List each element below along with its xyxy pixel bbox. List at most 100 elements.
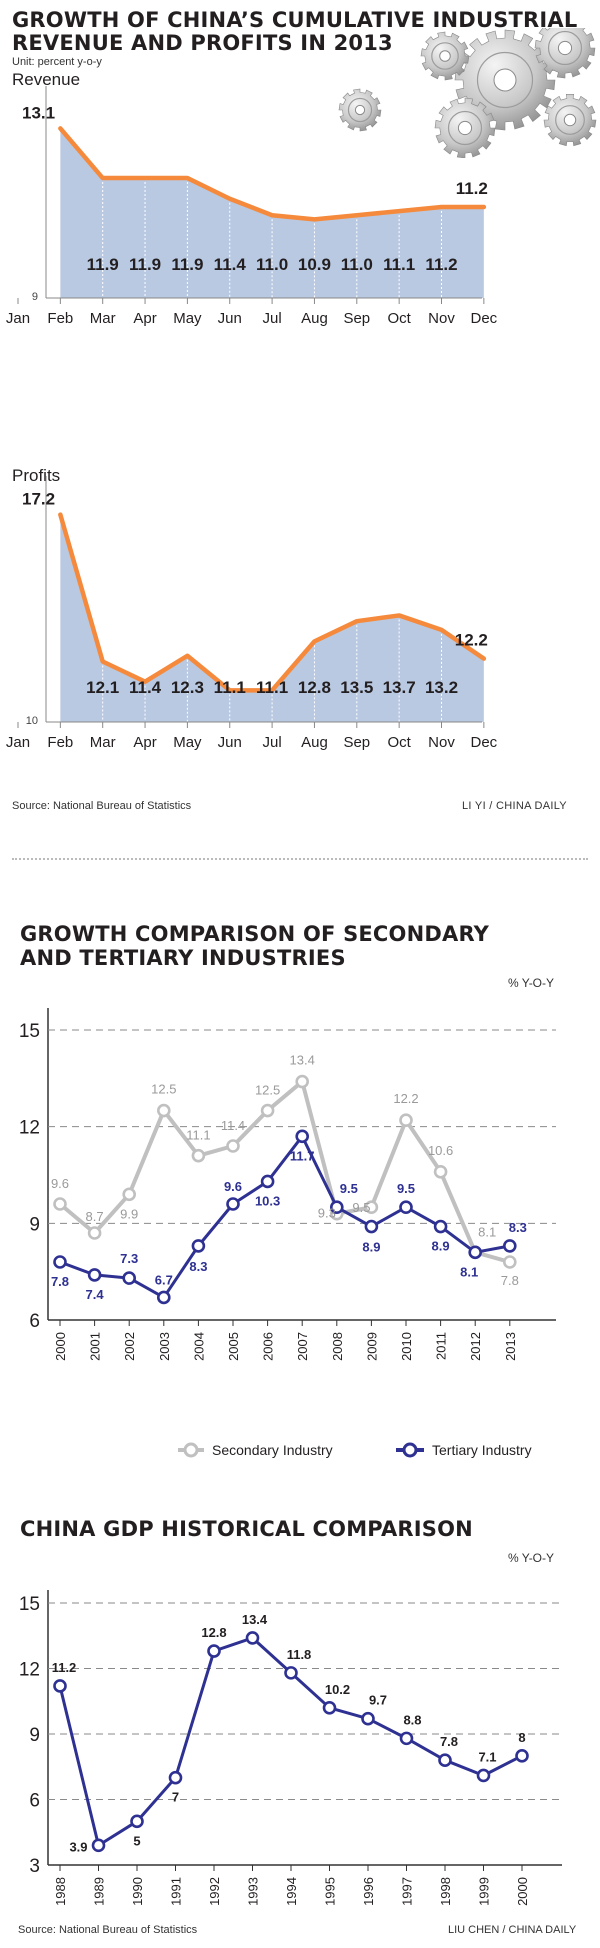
section3-credit: LIU CHEN / CHINA DAILY: [448, 1924, 577, 1936]
data-label: 10.3: [255, 1193, 280, 1208]
x-tick-label: May: [173, 310, 202, 327]
data-point: [364, 1200, 379, 1215]
section2-title-line2: AND TERTIARY INDUSTRIES: [20, 946, 346, 970]
data-label: 10.2: [325, 1682, 350, 1697]
x-tick-label: 1990: [130, 1877, 145, 1906]
data-point: [91, 1838, 106, 1853]
data-point: [476, 1768, 491, 1783]
data-label: 7: [172, 1790, 179, 1805]
gear-ring: [431, 42, 459, 70]
data-point: [191, 1239, 206, 1253]
x-tick-label: 2008: [330, 1332, 345, 1361]
data-point: [168, 1770, 183, 1785]
x-tick-label: Oct: [387, 310, 411, 327]
data-point: [191, 1148, 206, 1163]
data-point: [226, 1139, 240, 1153]
data-label: 12.3: [171, 678, 204, 697]
x-tick-label: 2009: [364, 1332, 379, 1361]
x-tick-label: 1991: [169, 1877, 184, 1906]
data-label: 10.6: [428, 1143, 453, 1158]
data-point: [157, 1103, 171, 1118]
data-label: 7.4: [86, 1287, 105, 1302]
data-point: [515, 1749, 529, 1763]
data-point: [502, 1239, 517, 1253]
section3-title: CHINA GDP HISTORICAL COMPARISON: [20, 1517, 473, 1541]
data-label: 17.2: [22, 490, 55, 509]
section1-source: Source: National Bureau of Statistics: [12, 800, 192, 812]
x-tick-label: Feb: [47, 734, 73, 751]
y-tick-label: 9: [29, 1725, 40, 1746]
data-label: 6.7: [155, 1272, 173, 1287]
data-label: 7.8: [51, 1274, 69, 1289]
data-label: 8.9: [362, 1240, 380, 1255]
data-label: 8.1: [460, 1264, 478, 1279]
data-point: [53, 1679, 67, 1693]
data-point: [502, 1255, 517, 1269]
data-label: 9.5: [340, 1181, 358, 1196]
data-label: 11.2: [52, 1660, 77, 1675]
gdp-chart: 15 12 9 6 3 1988 1989 1990 1991 1992 1993 1994 1995 1…: [19, 1590, 562, 1906]
data-label: 8.7: [86, 1209, 104, 1224]
data-label: 11.2: [456, 179, 488, 198]
data-label: 8.3: [189, 1259, 207, 1274]
data-label: 12.5: [151, 1082, 176, 1097]
data-point: [329, 1200, 344, 1215]
legend-marker: [402, 1442, 418, 1458]
data-label: 5: [133, 1833, 140, 1848]
section2-unit: % Y-O-Y: [508, 976, 555, 990]
series-line: [58, 126, 487, 222]
data-label: 11.0: [256, 255, 288, 274]
data-label: 11.0: [341, 255, 373, 274]
data-label: 9.7: [369, 1693, 387, 1708]
x-tick-label: 1995: [323, 1877, 338, 1906]
profits-chart-title: Profits: [12, 466, 61, 485]
x-tick-label: 2000: [515, 1877, 530, 1906]
x-tick-label: 2004: [191, 1332, 206, 1361]
x-tick-label: Feb: [47, 310, 73, 327]
data-point: [399, 1200, 413, 1215]
data-label: 13.7: [383, 678, 416, 697]
data-point: [468, 1245, 483, 1260]
y-tick-label: 6: [29, 1311, 40, 1332]
y-tick-label: 12: [19, 1660, 40, 1681]
data-label: 8.9: [432, 1239, 450, 1254]
data-label: 11.7: [290, 1148, 315, 1163]
data-label: 11.4: [221, 1118, 245, 1133]
data-label: 13.4: [290, 1053, 315, 1068]
area-fill: [60, 128, 484, 298]
x-tick-label: 1997: [400, 1877, 415, 1906]
data-label: 8.1: [478, 1224, 496, 1239]
data-point: [53, 1197, 67, 1211]
data-label: 13.5: [340, 678, 373, 697]
data-point: [260, 1103, 275, 1118]
data-label: 8.8: [403, 1712, 421, 1727]
y-tick-label: 9: [32, 291, 38, 303]
x-tick-label: Dec: [471, 310, 498, 327]
data-point: [157, 1290, 171, 1305]
data-label: 8.3: [509, 1220, 527, 1235]
data-point: [433, 1164, 448, 1179]
data-point: [284, 1666, 298, 1680]
x-tick-label: Sep: [343, 310, 370, 327]
x-tick-label: May: [173, 734, 202, 751]
x-tick-label: 1993: [246, 1877, 261, 1906]
data-point: [322, 1701, 337, 1715]
x-tick-label: 1996: [361, 1877, 376, 1906]
x-tick-label: 1989: [92, 1877, 107, 1906]
data-label: 11.8: [287, 1647, 312, 1662]
gear-hub: [557, 40, 573, 56]
data-label: 11.9: [171, 255, 203, 274]
data-label: 10.9: [298, 255, 331, 274]
data-point: [361, 1711, 375, 1726]
gear-hub: [457, 120, 473, 136]
legend-label: Tertiary Industry: [432, 1442, 532, 1458]
data-label: 9.5: [352, 1200, 370, 1215]
x-tick-label: 2006: [261, 1332, 276, 1361]
data-label: 9.5: [397, 1181, 415, 1196]
x-tick-label: 1994: [284, 1877, 299, 1906]
data-label: 13.4: [242, 1612, 268, 1627]
y-tick-label: 15: [19, 1594, 40, 1615]
data-label: 11.4: [214, 255, 247, 274]
section3-unit: % Y-O-Y: [508, 1551, 555, 1565]
legend-label: Secondary Industry: [212, 1442, 333, 1458]
